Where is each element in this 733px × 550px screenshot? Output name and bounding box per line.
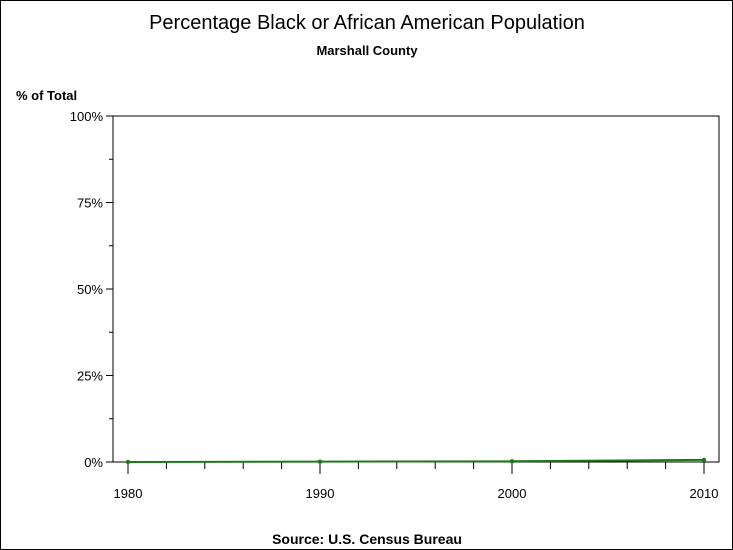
x-tick-label: 2000 <box>498 486 527 501</box>
data-point <box>125 459 131 465</box>
y-tick-label: 50% <box>77 282 103 297</box>
y-tick-label: 100% <box>70 109 104 124</box>
footnote: Source: U.S. Census Bureau <box>272 531 462 547</box>
y-tick-label: 0% <box>84 455 103 470</box>
data-point <box>701 457 707 463</box>
chart-subtitle: Marshall County <box>316 43 418 58</box>
y-axis-label: % of Total <box>16 88 77 103</box>
y-tick-label: 75% <box>77 196 103 211</box>
data-point <box>509 459 515 464</box>
y-tick-label: 25% <box>77 369 103 384</box>
plot-area <box>112 115 720 463</box>
chart-title: Percentage Black or African American Pop… <box>149 12 585 34</box>
data-point <box>317 459 323 464</box>
x-tick-label: 1990 <box>306 486 335 501</box>
x-tick-label: 1980 <box>114 486 143 501</box>
series-line <box>127 458 705 463</box>
x-tick-label: 2010 <box>690 486 719 501</box>
